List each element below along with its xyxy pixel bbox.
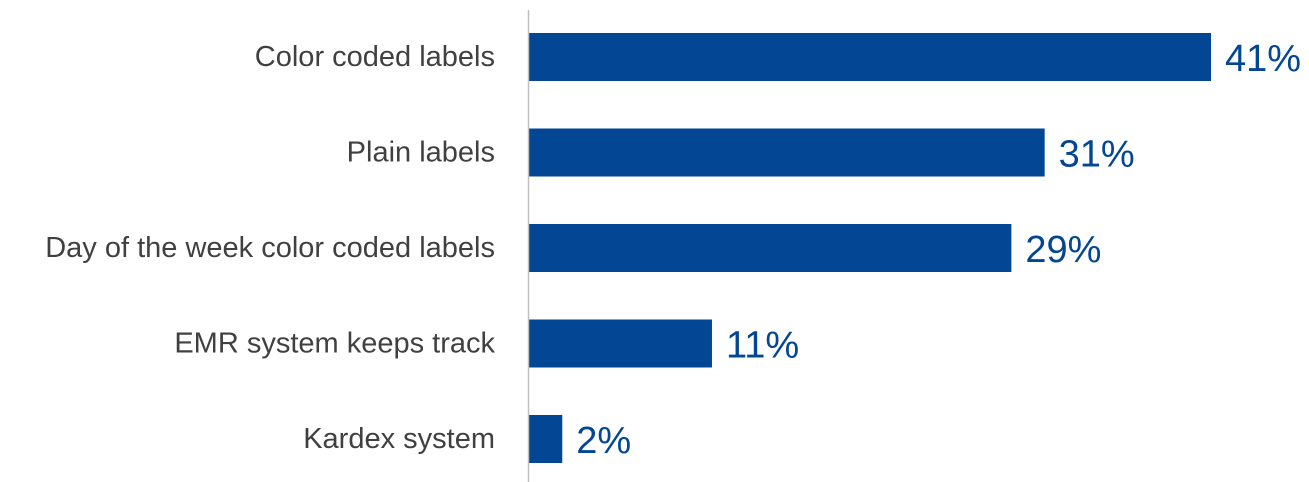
value-label-1: 31%	[1059, 134, 1135, 176]
category-label-0: Color coded labels	[255, 41, 495, 73]
value-label-2: 29%	[1025, 229, 1101, 271]
category-label-2: Day of the week color coded labels	[45, 232, 495, 264]
category-label-4: Kardex system	[303, 423, 495, 455]
bar-4	[529, 415, 563, 463]
value-label-4: 2%	[576, 420, 631, 462]
category-labels-layer: Color coded labels Plain labels Day of the…	[45, 41, 495, 455]
bar-0	[529, 33, 1211, 81]
value-label-3: 11%	[726, 325, 799, 367]
bar-3	[529, 319, 712, 368]
category-label-3: EMR system keeps track	[174, 328, 495, 360]
category-label-1: Plain labels	[347, 137, 495, 169]
bars-layer	[529, 33, 1211, 463]
value-label-0: 41%	[1225, 38, 1301, 80]
value-labels-layer: 41% 31% 29% 11% 2%	[576, 38, 1301, 462]
bar-1	[529, 128, 1045, 177]
bar-2	[529, 224, 1012, 272]
